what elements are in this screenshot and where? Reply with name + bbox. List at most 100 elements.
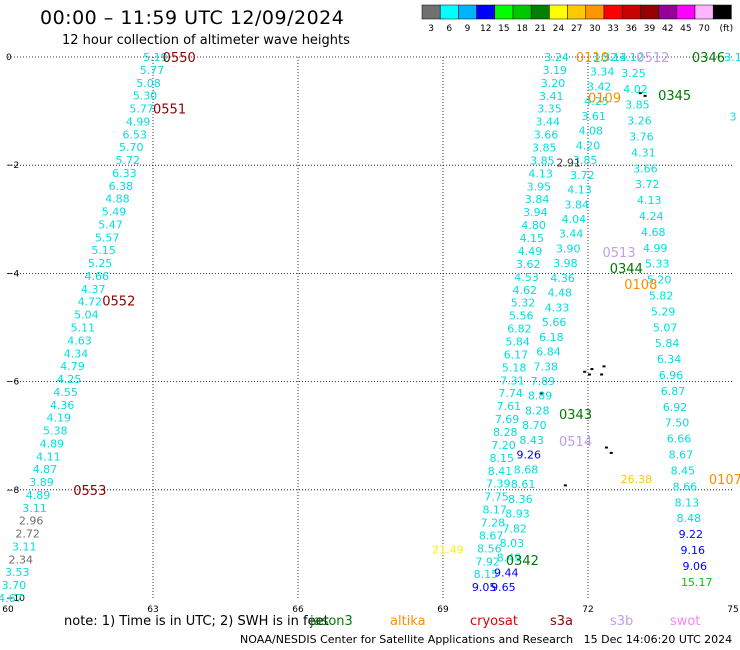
x-tick-label: 75	[727, 605, 738, 615]
swh-value: 8.43	[519, 434, 544, 447]
swh-value: 6.92	[663, 401, 688, 414]
swh-value: 8.70	[522, 419, 547, 432]
swh-value: 4.25	[57, 373, 82, 386]
swh-value: 4.31	[631, 146, 656, 159]
swh-value: 5.11	[71, 322, 96, 335]
swh-value: 4.63	[67, 334, 92, 347]
coast-fragment	[590, 368, 594, 371]
swh-value: 3.25	[621, 67, 646, 80]
coast-fragment	[643, 94, 647, 97]
legend-swatch-16	[712, 4, 732, 20]
swh-value: 7.50	[665, 417, 690, 430]
swh-value: 4.33	[545, 301, 570, 314]
swh-value: 3.1	[724, 51, 740, 64]
swh-value: 4.19	[47, 412, 72, 425]
swh-value: 4.37	[81, 283, 106, 296]
footer-credit: NOAA/NESDIS Center for Satellite Applica…	[240, 633, 732, 646]
swh-value: 4.36	[50, 399, 75, 412]
swh-value: 4.79	[60, 360, 85, 373]
swh-value: 7.69	[495, 413, 520, 426]
swh-value: 4.11	[36, 450, 61, 463]
swh-value: 5.38	[43, 425, 68, 438]
legend-swatch-5	[512, 4, 532, 20]
swh-value: 4.13	[528, 167, 553, 180]
y-tick-label: −6	[6, 378, 20, 388]
swh-value: 8.17	[482, 504, 507, 517]
swh-value: 8.67	[669, 449, 694, 462]
legend-label-3: 12	[480, 24, 491, 34]
legend-swatch-4	[494, 4, 514, 20]
swh-value: 5.25	[88, 257, 113, 270]
swh-value: 3.94	[523, 206, 548, 219]
swh-value: 8.15	[474, 568, 499, 581]
swh-value: 4.62	[513, 284, 538, 297]
legend-label-10: 33	[607, 24, 618, 34]
legend-label-7: 24	[553, 24, 565, 34]
swh-value: 4.89	[26, 489, 51, 502]
swh-value: 3.90	[556, 242, 581, 255]
y-tick-label: −8	[6, 486, 20, 496]
swh-value: 3.24	[544, 51, 569, 64]
pass-time-label: 0108	[624, 278, 657, 293]
swh-value: 6.96	[659, 369, 684, 382]
swh-value: 3.34	[590, 66, 615, 79]
swh-value: 8.41	[488, 465, 513, 478]
satellite-name-altika: altika	[390, 614, 426, 629]
swh-value: 8.61	[511, 478, 536, 491]
swh-value: 3.72	[635, 178, 660, 191]
swh-value: 6.87	[661, 385, 686, 398]
swh-value: 4.08	[579, 125, 604, 138]
swh-value: 7.82	[502, 522, 527, 535]
y-tick-label: −10	[6, 594, 25, 604]
swh-value: 3.32	[593, 51, 618, 64]
swh-value: 5.14	[602, 51, 627, 64]
satellite-name-s3b: s3b	[610, 614, 633, 629]
swh-value: 7.20	[491, 439, 516, 452]
swh-value: 3.89	[29, 476, 54, 489]
x-tick-label: 60	[2, 605, 14, 615]
legend-label-12: 39	[644, 24, 656, 34]
swh-value: 5.77	[129, 103, 154, 116]
swh-value: 4.36	[550, 272, 575, 285]
swh-value: 6.38	[109, 180, 134, 193]
swh-value: 5.66	[542, 316, 567, 329]
legend-swatch-8	[567, 4, 587, 20]
legend-swatch-6	[530, 4, 550, 20]
legend-swatch-7	[549, 4, 568, 20]
pass-time-label: 0342	[506, 554, 539, 569]
swh-value: 4.55	[53, 386, 78, 399]
note-text: note: 1) Time is in UTC; 2) SWH is in fe…	[64, 614, 329, 629]
swh-value: 3.12	[619, 51, 644, 64]
pass-time-label: 0551	[153, 102, 186, 117]
satellite-name-swot: swot	[670, 614, 700, 629]
swh-value: 4.99	[126, 115, 151, 128]
swh-value: 9.16	[681, 544, 706, 557]
swh-value: 6.18	[539, 331, 564, 344]
pass-time-label: 0107	[709, 473, 740, 488]
swh-value: 3.11	[22, 502, 47, 515]
swh-value: 5.72	[116, 154, 141, 167]
swh-value: 7.61	[497, 400, 522, 413]
swh-value: 5.33	[645, 258, 670, 271]
pass-time-label: 0552	[102, 294, 135, 309]
swh-value: 5.30	[133, 90, 158, 103]
legend-swatch-14	[676, 4, 696, 20]
swh-value: 3.85	[573, 154, 598, 167]
y-tick-label: −2	[6, 161, 19, 171]
legend-swatch-12	[640, 4, 659, 20]
swh-value: 4.87	[33, 463, 58, 476]
swh-value: 7.89	[531, 375, 556, 388]
swh-value: 8.45	[671, 464, 696, 477]
swh-value: 7.74	[498, 387, 523, 400]
swh-value: 7.39	[486, 478, 511, 491]
swh-value: 5.29	[651, 305, 676, 318]
swh-value: 9.65	[491, 581, 516, 594]
swh-value: 3.62	[516, 258, 541, 271]
swh-value: 4.15	[520, 232, 545, 245]
swh-value: 3.72	[570, 169, 595, 182]
legend-label-4: 15	[498, 24, 509, 34]
swh-value: 4.02	[623, 83, 648, 96]
swh-value: 4.53	[514, 271, 539, 284]
satellite-name-jason3: jason3	[309, 614, 353, 629]
